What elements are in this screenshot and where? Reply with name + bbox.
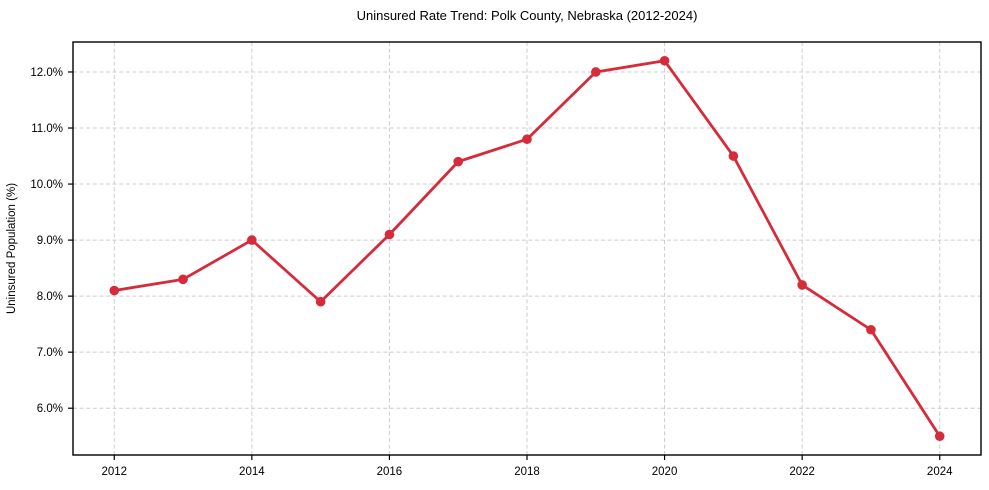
y-tick-label: 10.0%: [30, 179, 63, 191]
data-point-2017: [453, 156, 464, 167]
x-tick-label: 2016: [377, 466, 403, 478]
x-tick-label: 2014: [239, 466, 265, 478]
y-axis-label: Uninsured Population (%): [6, 183, 18, 314]
data-point-2016: [384, 229, 395, 240]
data-point-2013: [178, 274, 188, 285]
data-point-2021: [728, 151, 739, 161]
x-tick-label: 2022: [789, 466, 815, 478]
data-point-2012: [109, 285, 120, 296]
y-tick-label: 11.0%: [31, 123, 63, 135]
chart-title: Uninsured Rate Trend: Polk County, Nebra…: [356, 8, 698, 23]
data-point-2020: [659, 55, 670, 66]
y-tick-label: 9.0%: [37, 235, 63, 247]
data-point-2019: [590, 67, 601, 77]
data-point-2018: [522, 134, 532, 145]
x-tick-label: 2020: [652, 466, 678, 478]
x-tick-label: 2024: [927, 466, 953, 478]
data-point-2015: [315, 296, 326, 307]
data-point-2014: [247, 235, 257, 245]
data-point-2022: [797, 280, 807, 290]
data-point-2023: [866, 324, 876, 335]
y-tick-label: 8.0%: [37, 291, 63, 303]
y-tick-label: 6.0%: [37, 403, 63, 415]
y-tick-label: 12.0%: [30, 67, 63, 79]
data-point-2024: [934, 431, 945, 442]
x-tick-label: 2012: [101, 466, 127, 478]
x-tick-label: 2018: [514, 466, 540, 478]
y-tick-label: 7.0%: [37, 347, 63, 359]
